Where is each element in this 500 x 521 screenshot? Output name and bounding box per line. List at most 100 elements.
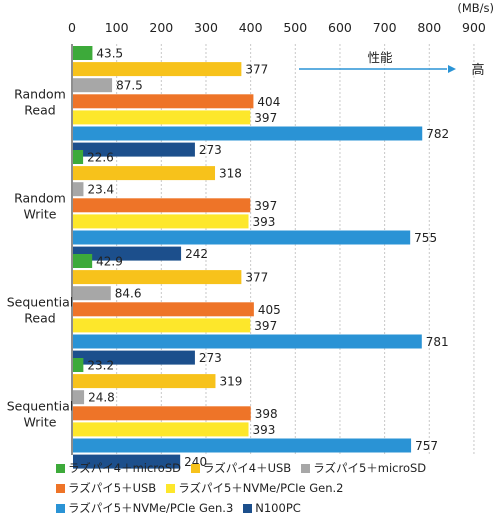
category-label-line2: Write [23,206,56,221]
legend-swatch [190,463,200,473]
performance-arrow-head [448,65,456,73]
bar-value-label: 393 [253,215,276,229]
bar-3-2 [73,270,242,285]
bar-4-6 [73,438,412,453]
annotation-label: 性能 [367,50,393,65]
bar-value-label: 23.2 [87,359,114,373]
x-tick-label: 300 [194,20,218,35]
bar-2-2 [73,166,216,181]
bar-2-7 [73,246,182,261]
legend-row: ラズパイ4＋microSD ラズパイ4＋USB ラズパイ5＋microSD [56,458,496,478]
bar-value-label: 377 [245,271,268,285]
bar-1-4 [73,94,254,109]
legend-item: ラズパイ5＋microSD [301,460,426,476]
legend-label: ラズパイ5＋USB [68,481,157,495]
bar-value-label: 405 [258,303,281,317]
legend-swatch [56,463,65,473]
category-label-line2: Write [23,414,56,429]
legend-item: ラズパイ5＋NVMe/PCIe Gen.2 [166,480,343,496]
bar-value-label: 404 [257,95,280,109]
legend-swatch [301,463,311,473]
legend-swatch [56,503,65,513]
category-label-line2: Read [24,310,55,325]
x-tick-label: 800 [417,20,441,35]
bar-3-1 [73,254,93,268]
legend-label: ラズパイ5＋microSD [313,461,427,475]
bar-4-2 [73,374,216,389]
bar-value-label: 377 [245,63,268,77]
x-tick-label: 100 [105,20,129,35]
bar-3-3 [73,286,111,301]
bar-value-label: 273 [199,351,222,365]
legend-swatch [243,503,253,513]
legend-item: ラズパイ4＋USB [190,460,291,476]
legend-item: ラズパイ4＋microSD [56,460,181,476]
category-label-line1: Sequential [7,294,74,309]
bar-value-label: 318 [219,167,242,181]
bar-3-6 [73,334,422,349]
bar-value-label: 397 [254,319,277,333]
x-tick-label: 700 [373,20,397,35]
bar-4-7 [73,454,181,469]
unit-label: (MB/s) [457,1,494,15]
legend: ラズパイ4＋microSD ラズパイ4＋USB ラズパイ5＋microSD ラズパイ5… [56,458,496,518]
x-tick-label: 600 [328,20,352,35]
bar-4-5 [73,422,249,437]
bar-1-6 [73,126,423,141]
legend-swatch [166,483,176,493]
legend-item: ラズパイ5＋NVMe/PCIe Gen.3 [56,500,233,516]
bar-value-label: 42.9 [96,255,123,269]
bar-value-label: 755 [414,231,437,245]
bar-2-1 [73,150,84,164]
bar-2-6 [73,230,411,245]
legend-label: ラズパイ5＋NVMe/PCIe Gen.3 [68,501,234,515]
legend-item: N100PC [243,501,301,515]
bar-3-5 [73,318,251,333]
x-tick-label: 900 [462,20,486,35]
bar-value-label: 397 [254,199,277,213]
bar-value-label: 22.6 [87,151,114,165]
bar-value-label: 87.5 [116,79,143,93]
legend-label: ラズパイ4＋microSD [68,461,181,475]
bar-value-label: 43.5 [96,47,123,61]
bar-value-label: 273 [199,143,222,157]
bar-value-label: 242 [185,247,208,261]
bar-value-label: 757 [415,439,438,453]
bar-value-label: 319 [219,375,242,389]
bar-value-label: 781 [426,335,449,349]
bar-value-label: 397 [254,111,277,125]
bar-value-label: 23.4 [87,183,114,197]
legend-swatch [56,483,65,493]
category-label-line1: Random [14,86,66,101]
bar-3-4 [73,302,254,317]
bar-2-4 [73,198,251,213]
category-label-line1: Sequential [7,398,74,413]
legend-label: ラズパイ5＋NVMe/PCIe Gen.2 [178,481,344,495]
bar-value-label: 393 [253,423,276,437]
bar-1-5 [73,110,251,125]
bar-4-3 [73,390,85,405]
bar-value-label: 782 [426,127,449,141]
legend-row: ラズパイ5＋USB ラズパイ5＋NVMe/PCIe Gen.2 [56,478,496,498]
bar-1-3 [73,78,113,93]
x-tick-label: 200 [149,20,173,35]
bar-4-1 [73,358,84,372]
bar-1-1 [73,46,93,60]
legend-label: N100PC [255,501,301,515]
bar-1-2 [73,62,242,77]
legend-item: ラズパイ5＋USB [56,480,156,496]
bar-value-label: 24.8 [88,391,115,405]
legend-row: ラズパイ5＋NVMe/PCIe Gen.3 N100PC [56,498,496,518]
category-label-line1: Random [14,190,66,205]
bar-2-3 [73,182,84,197]
bar-1-7 [73,142,195,157]
bar-value-label: 398 [255,407,278,421]
bar-2-5 [73,214,249,229]
bar-value-label: 240 [184,455,207,469]
bar-value-label: 84.6 [115,287,142,301]
category-label-line2: Read [24,102,55,117]
x-tick-label: 400 [239,20,263,35]
x-tick-label: 500 [283,20,307,35]
bar-4-4 [73,406,251,421]
